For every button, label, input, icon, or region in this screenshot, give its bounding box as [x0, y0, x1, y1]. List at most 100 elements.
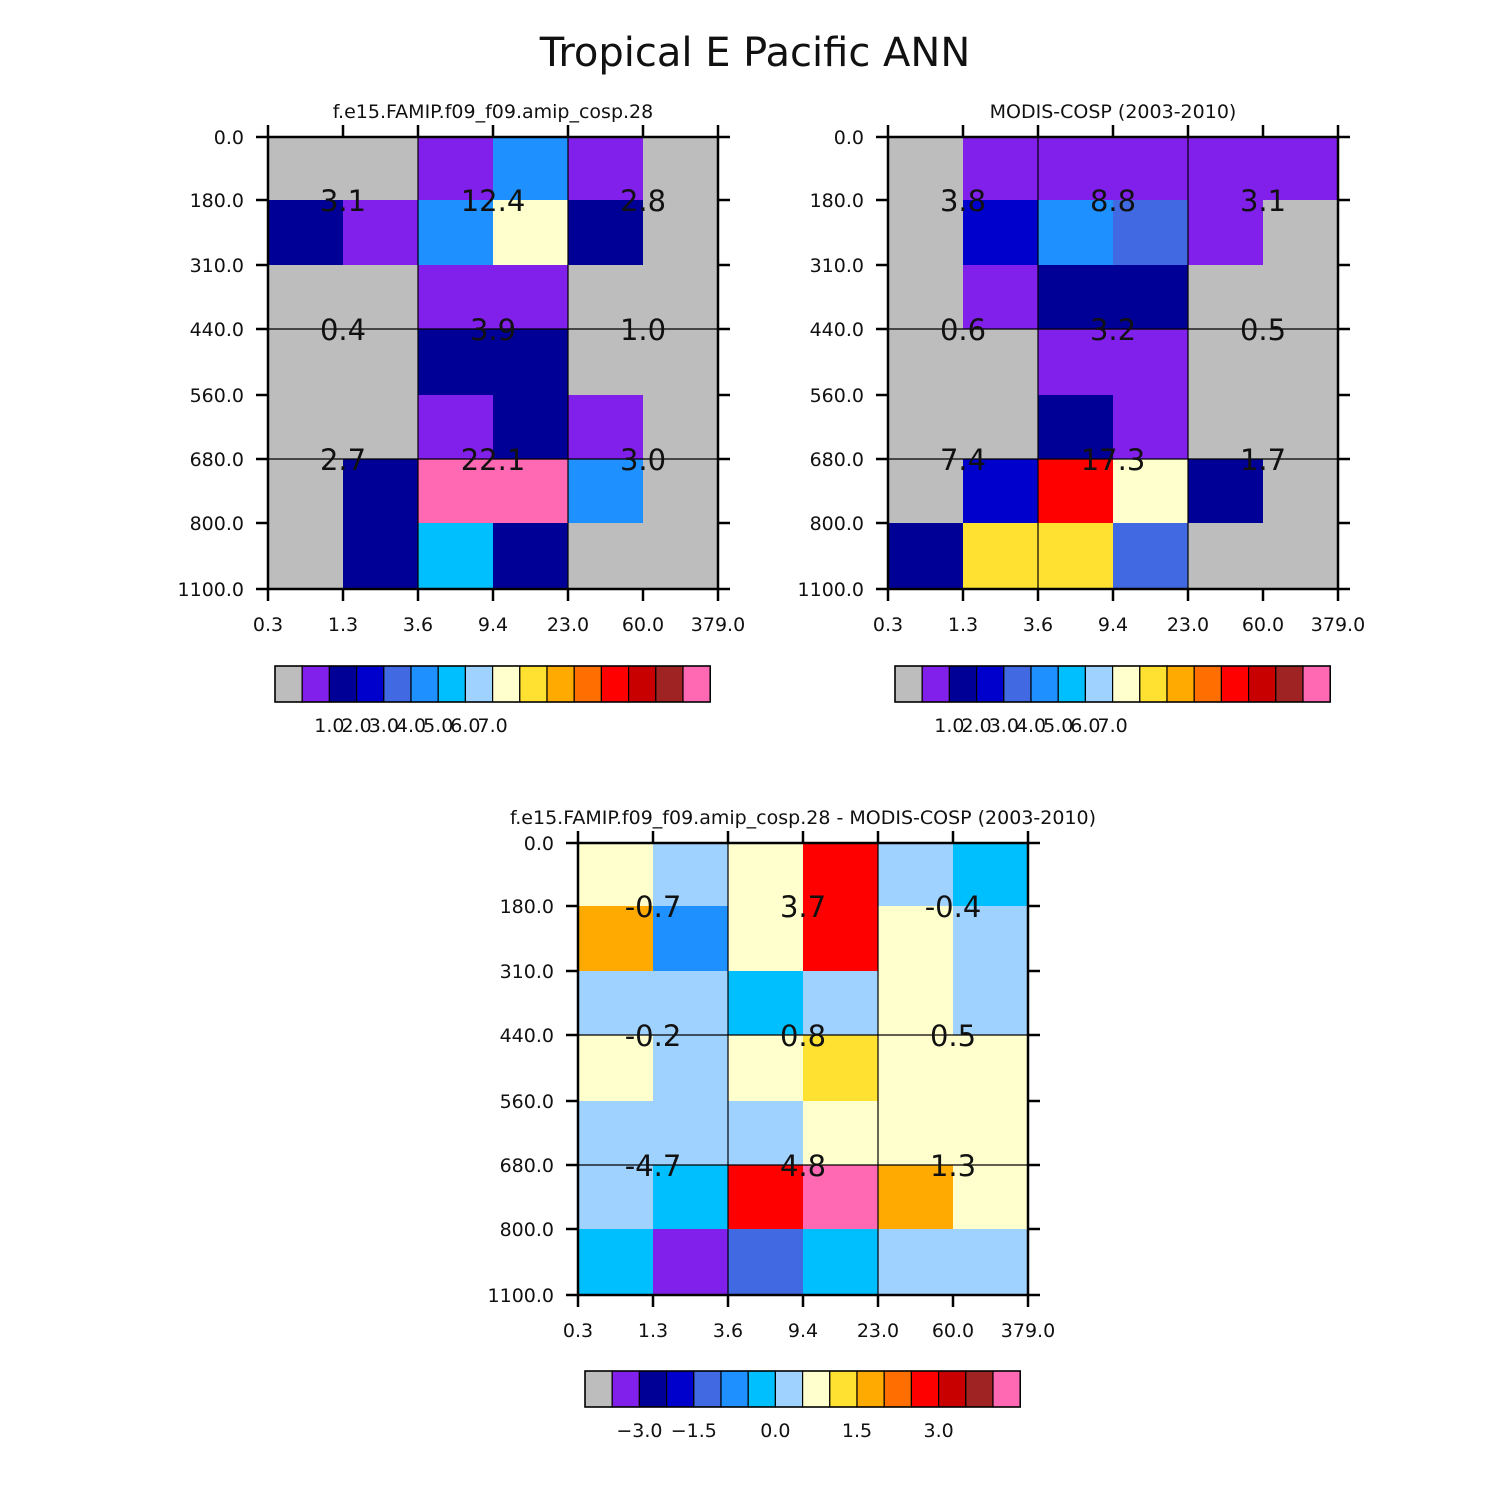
- heatmap-cell: [268, 459, 343, 523]
- heatmap-cell: [888, 395, 963, 459]
- heatmap-cell: [888, 329, 963, 395]
- heatmap-cell: [953, 1101, 1028, 1165]
- heatmap-cell: [888, 459, 963, 523]
- heatmap-cell: [343, 459, 418, 523]
- colorbar-box: [829, 1370, 858, 1408]
- heatmap-cell: [963, 137, 1038, 200]
- heatmap-cell: [268, 523, 343, 589]
- heatmap-cell: [878, 1101, 953, 1165]
- block-sum-label: 4.8: [780, 1149, 826, 1183]
- colorbar-box: [1193, 665, 1222, 703]
- heatmap-cell: [653, 906, 728, 971]
- y-tick-label: 0.0: [214, 127, 244, 149]
- heatmap-cell: [578, 971, 653, 1035]
- heatmap-cell: [878, 1035, 953, 1101]
- heatmap-cell: [1038, 459, 1113, 523]
- heatmap-cell: [1113, 523, 1188, 589]
- y-tick-label: 440.0: [500, 1025, 554, 1047]
- heatmap-cell: [493, 265, 568, 329]
- heatmap-cell: [1113, 200, 1188, 265]
- heatmap-cell: [268, 395, 343, 459]
- x-tick-label: 3.6: [403, 614, 433, 636]
- heatmap-cell: [493, 459, 568, 523]
- x-tick-label: 3.6: [713, 1320, 743, 1342]
- colorbar-box: [1057, 665, 1086, 703]
- heatmap-cell: [343, 395, 418, 459]
- heatmap-cell: [1263, 395, 1338, 459]
- colorbar-box: [356, 665, 385, 703]
- heatmap-cell: [418, 523, 493, 589]
- colorbar-frame: [274, 665, 711, 703]
- heatmap-cell: [643, 329, 718, 395]
- colorbar-box: [1084, 665, 1114, 703]
- colorbar-box: [383, 665, 412, 703]
- x-tick-label: 379.0: [1311, 614, 1365, 636]
- block-sum-label: 0.5: [930, 1019, 976, 1053]
- heatmap-cell: [653, 1165, 728, 1229]
- heatmap-cell: [963, 395, 1038, 459]
- heatmap-cell: [1188, 265, 1263, 329]
- block-sum-label: 2.7: [320, 443, 366, 477]
- heatmap-cell: [1188, 329, 1263, 395]
- x-tick-label: 9.4: [788, 1320, 818, 1342]
- block-sum-label: 0.8: [780, 1019, 826, 1053]
- heatmap-cell: [803, 971, 878, 1035]
- heatmap-cell: [728, 1035, 803, 1101]
- x-tick-label: 0.3: [253, 614, 283, 636]
- block-sum-label: 3.7: [780, 890, 826, 924]
- y-tick-label: 1100.0: [488, 1285, 554, 1307]
- heatmap-cell: [493, 329, 568, 395]
- heatmap-cell: [878, 843, 953, 906]
- y-tick-label: 800.0: [500, 1219, 554, 1241]
- heatmap-cell: [878, 1165, 953, 1229]
- heatmap-cell: [493, 523, 568, 589]
- heatmap-cell: [268, 200, 343, 265]
- block-sum-label: 1.7: [1240, 443, 1286, 477]
- heatmap-cell: [578, 1229, 653, 1295]
- heatmap-cell: [643, 523, 718, 589]
- colorbar-box: [600, 665, 630, 703]
- heatmap-cell: [653, 1229, 728, 1295]
- colorbar-frame: [894, 665, 1331, 703]
- heatmap-cell: [568, 329, 643, 395]
- block-sum-label: 0.5: [1240, 313, 1286, 347]
- x-tick-label: 60.0: [622, 614, 664, 636]
- heatmap-cell: [643, 395, 718, 459]
- heatmap-cell: [578, 843, 653, 906]
- y-tick-label: 440.0: [190, 319, 244, 341]
- block-sum-label: -0.7: [625, 890, 682, 924]
- colorbar-box: [856, 1370, 885, 1408]
- y-tick-label: 440.0: [810, 319, 864, 341]
- heatmap-cell: [1038, 137, 1113, 200]
- colorbar-box: [1139, 665, 1168, 703]
- heatmap-cell: [1263, 137, 1338, 200]
- heatmap-cell: [568, 459, 643, 523]
- heatmap-cell: [803, 843, 878, 906]
- heatmap-cell: [653, 1101, 728, 1165]
- heatmap-cell: [728, 1165, 803, 1229]
- heatmap-cell: [963, 459, 1038, 523]
- colorbar-box: [611, 1370, 641, 1408]
- heatmap-cell: [888, 137, 963, 200]
- x-tick-label: 23.0: [857, 1320, 899, 1342]
- y-tick-label: 1100.0: [798, 579, 864, 601]
- heatmap-cell: [578, 1035, 653, 1101]
- heatmap-cell: [878, 906, 953, 971]
- colorbar-box: [638, 1370, 668, 1408]
- y-tick-label: 560.0: [190, 385, 244, 407]
- heatmap-cell: [728, 906, 803, 971]
- heatmap-cell: [888, 200, 963, 265]
- block-sum-label: 3.8: [940, 184, 986, 218]
- colorbar-box: [492, 665, 521, 703]
- colorbar-label: 5.0: [423, 715, 453, 737]
- block-sum-label: -4.7: [625, 1149, 682, 1183]
- colorbar-box: [720, 1370, 749, 1408]
- colorbar-label: 7.0: [477, 715, 507, 737]
- colorbar-label: 4.0: [396, 715, 426, 737]
- y-tick-label: 800.0: [810, 513, 864, 535]
- colorbar-box: [1111, 665, 1141, 703]
- colorbar-box: [1220, 665, 1250, 703]
- panel-observations: MODIS-COSP (2003-2010) 0.0 180.0 310.0 440.0…: [798, 101, 1366, 737]
- colorbar-box: [937, 1370, 967, 1408]
- heatmap-cell: [953, 1165, 1028, 1229]
